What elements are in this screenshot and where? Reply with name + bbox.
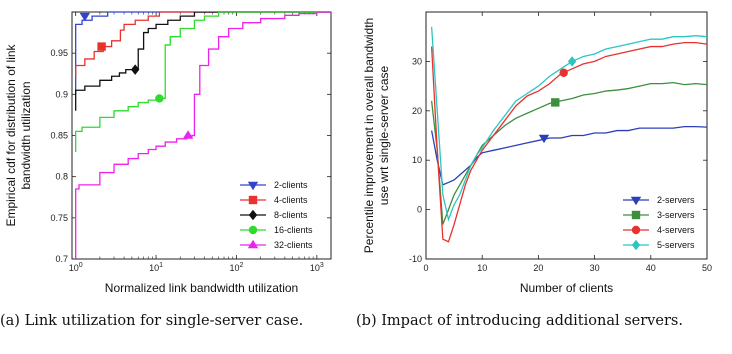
y-tick-label: 0.95 [50, 48, 68, 58]
legend-marker-5-servers [631, 239, 641, 251]
legend-marker-2-clients [247, 181, 259, 191]
x-tick-label: 50 [702, 263, 712, 273]
series-line-5-servers [430, 26, 707, 222]
chart-a-svg: 100 101 102 103 0.7 0.75 0.8 0.85 0.9 0.95 Normali… [4, 11, 332, 295]
series-marker-2-servers [538, 134, 550, 144]
plot-area [430, 26, 707, 243]
plot-frame [425, 11, 708, 260]
series-line-16-clients [75, 12, 331, 152]
series-line-32-clients [75, 12, 331, 259]
y-tick-label: 0.85 [50, 131, 68, 141]
legend-label-8-clients: 8-clients [274, 210, 308, 220]
series-marker-3-servers [551, 98, 560, 107]
legend-label-4-servers: 4-servers [657, 225, 695, 235]
x-tick-label: 30 [590, 263, 600, 273]
panel-a: 100 101 102 103 0.7 0.75 0.8 0.85 0.9 0.95 Normali… [0, 0, 360, 310]
legend-marker-32-clients [247, 239, 259, 249]
series-line-4-clients [75, 12, 331, 78]
plot-area [75, 12, 331, 259]
legend-marker-2-servers [630, 196, 642, 206]
x-axis-label: Normalized link bandwidth utilization [105, 281, 298, 295]
caption-b: (b) Impact of introducing additional ser… [356, 313, 683, 329]
series-marker-4-clients [97, 42, 106, 51]
legend-label-32-clients: 32-clients [274, 240, 313, 250]
series-marker-4-servers [559, 68, 568, 77]
y-tick-label: 0.7 [55, 254, 68, 264]
legend-marker-3-servers [631, 210, 641, 220]
y-axis-label: Percentile improvement in overall bandwi… [362, 18, 391, 253]
y-tick-label: 0.9 [55, 89, 68, 99]
series-line-3-servers [430, 81, 707, 225]
x-tick-label: 100 [69, 262, 83, 273]
legend-label-2-clients: 2-clients [274, 180, 308, 190]
y-tick-label: 20 [412, 106, 422, 116]
x-tick-label: 20 [533, 263, 543, 273]
y-tick-label: -10 [409, 254, 422, 264]
legend-marker-4-servers [631, 225, 641, 235]
y-tick-label: 0 [417, 205, 422, 215]
legend-label-4-clients: 4-clients [274, 195, 308, 205]
legend-label-2-servers: 2-servers [657, 195, 695, 205]
y-axis-label: Empirical cdf for distribution of linkba… [4, 43, 33, 226]
series-marker-8-clients [130, 64, 140, 75]
x-tick-label: 103 [310, 262, 324, 273]
legend-marker-16-clients [248, 225, 258, 235]
series-marker-5-servers [567, 56, 577, 67]
series-line-4-servers [430, 41, 707, 243]
x-tick-label: 101 [149, 262, 163, 273]
caption-a: (a) Link utilization for single-server c… [0, 313, 304, 329]
series-line-2-clients [75, 12, 331, 95]
series-marker-16-clients [155, 94, 164, 103]
series-line-2-servers [430, 125, 707, 186]
legend-marker-4-clients [248, 195, 258, 205]
x-tick-label: 102 [229, 262, 243, 273]
y-tick-label: 0.8 [55, 172, 68, 182]
legend-label-16-clients: 16-clients [274, 225, 313, 235]
legend-label-3-servers: 3-servers [657, 210, 695, 220]
series-marker-2-clients [79, 12, 91, 22]
x-tick-label: 0 [423, 263, 428, 273]
x-axis-label: Number of clients [520, 281, 613, 295]
legend-marker-8-clients [248, 209, 258, 221]
plot-frame [71, 11, 332, 260]
y-tick-label: 0.75 [50, 213, 68, 223]
legend-label-5-servers: 5-servers [657, 240, 695, 250]
x-tick-label: 10 [477, 263, 487, 273]
series-marker-32-clients [182, 130, 194, 139]
y-tick-label: 30 [412, 56, 422, 66]
x-tick-label: 40 [646, 263, 656, 273]
series-line-8-clients [75, 12, 331, 111]
panel-b: 0 10 20 30 40 50 -10 0 10 20 30 Number of clients Pe… [360, 0, 732, 310]
y-tick-label: 10 [412, 155, 422, 165]
